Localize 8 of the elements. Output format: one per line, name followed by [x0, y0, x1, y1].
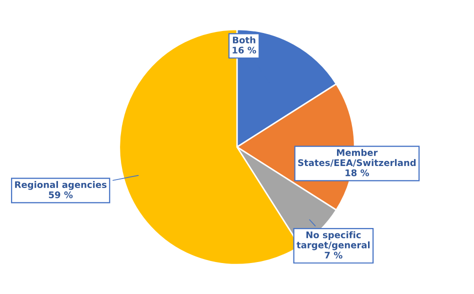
- slice-label: Regional agencies: [15, 181, 106, 190]
- data-label: 7 %: [324, 252, 342, 259]
- data-label: 16 %: [232, 46, 256, 54]
- data-label: 18 %: [346, 169, 370, 176]
- data-label: 59 %: [48, 191, 73, 198]
- slice-label: Both: [232, 36, 256, 44]
- slice-label: No specific target/general: [296, 231, 370, 250]
- slice-label: Member States/EEA/Switzerland: [298, 148, 416, 167]
